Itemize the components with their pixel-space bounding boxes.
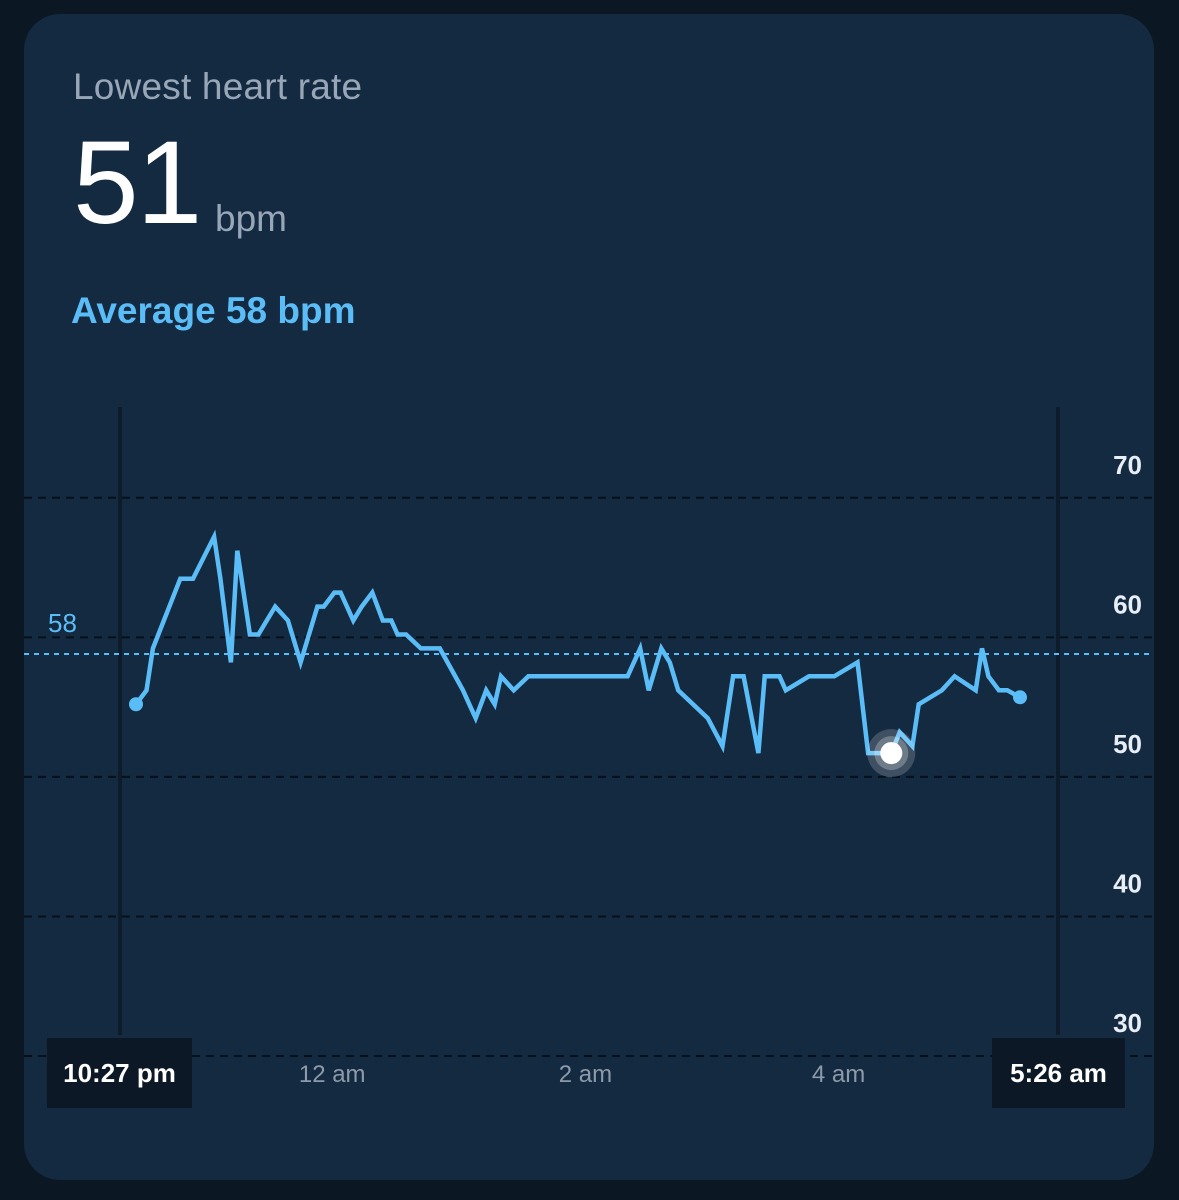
series-start-point	[129, 697, 143, 712]
lowest-heart-rate-unit: bpm	[215, 198, 287, 239]
average-heart-rate: Average 58 bpm	[71, 290, 356, 331]
lowest-point-marker	[880, 742, 903, 765]
x-tick-label: 4 am	[812, 1061, 865, 1088]
heart-rate-series-line	[133, 529, 1023, 756]
heart-rate-chart[interactable]: 70 60 50 40 30 12 am 2 am 4 am 58	[24, 14, 1154, 1180]
start-time-label: 10:27 pm	[47, 1038, 192, 1108]
y-tick-label: 70	[1113, 450, 1142, 480]
end-time-label: 5:26 am	[992, 1038, 1125, 1108]
y-tick-label: 30	[1113, 1008, 1142, 1038]
series-end-point	[1013, 690, 1027, 705]
x-tick-label: 2 am	[559, 1061, 612, 1088]
lowest-heart-rate-value: 51	[73, 117, 202, 249]
y-tick-label: 50	[1113, 729, 1142, 759]
y-tick-label: 40	[1113, 868, 1142, 898]
card-title: Lowest heart rate	[73, 66, 363, 107]
y-tick-label: 60	[1113, 589, 1142, 619]
average-line-label: 58	[48, 608, 77, 638]
heart-rate-card: Lowest heart rate 51 bpm Average 58 bpm …	[24, 14, 1154, 1180]
x-tick-label: 12 am	[299, 1061, 366, 1088]
